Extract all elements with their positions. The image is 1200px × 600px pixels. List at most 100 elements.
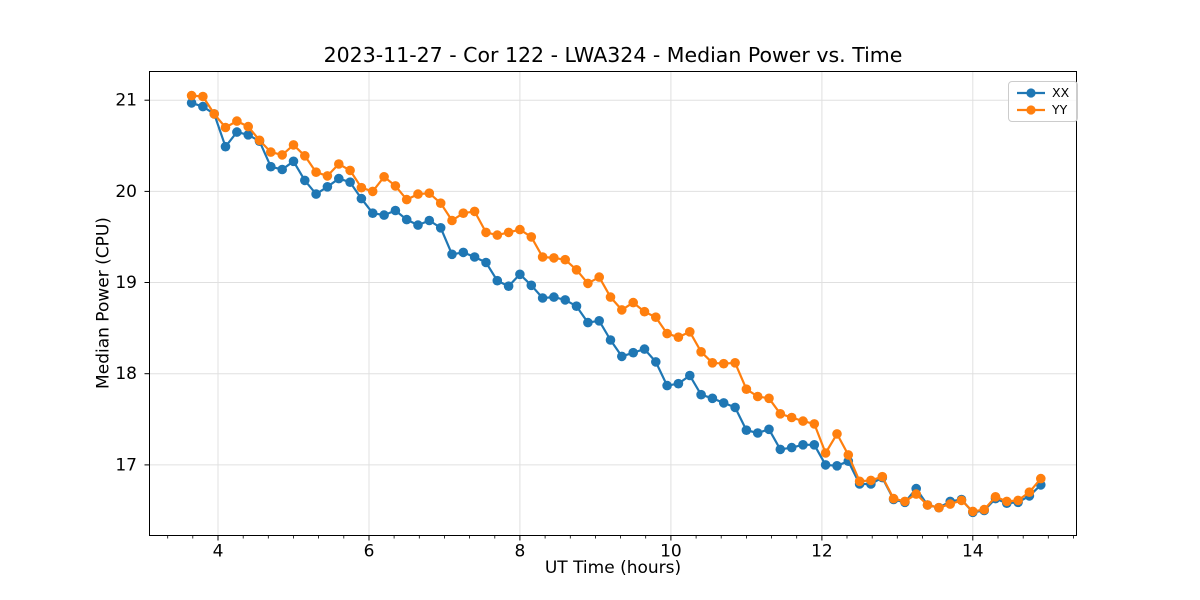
- y-tick-label: 17: [115, 455, 137, 475]
- data-point-yy: [605, 292, 616, 302]
- y-axis-label: Median Power (CPU): [93, 217, 114, 389]
- data-point-xx: [832, 461, 842, 471]
- legend-label-yy: YY: [1052, 101, 1068, 117]
- series-line-xx: [190, 101, 1042, 514]
- data-point-yy: [990, 492, 1001, 502]
- legend-label-xx: XX: [1052, 85, 1070, 100]
- data-point-yy: [843, 450, 854, 460]
- data-point-yy: [549, 253, 559, 263]
- data-point-yy: [583, 278, 593, 289]
- x-tick-label: 4: [213, 542, 224, 562]
- data-point-xx: [503, 281, 514, 291]
- chart-title: 2023-11-27 - Cor 122 - LWA324 - Median P…: [323, 43, 903, 67]
- data-point-xx: [356, 193, 367, 204]
- data-point-yy: [300, 151, 310, 161]
- data-point-xx: [730, 402, 740, 413]
- data-point-yy: [503, 227, 514, 238]
- data-point-yy: [526, 232, 537, 242]
- x-tick-label: 6: [364, 542, 375, 562]
- data-point-yy: [345, 165, 355, 176]
- x-tick-label: 12: [811, 542, 833, 562]
- data-point-yy: [537, 252, 548, 262]
- data-point-xx: [651, 357, 661, 367]
- data-point-xx: [390, 205, 401, 216]
- data-point-xx: [469, 252, 480, 262]
- data-point-yy: [877, 471, 888, 482]
- data-point-yy: [390, 181, 401, 191]
- data-point-yy: [673, 332, 684, 343]
- data-point-xx: [707, 393, 718, 404]
- data-point-xx: [311, 189, 321, 199]
- data-point-yy: [356, 182, 367, 193]
- data-point-yy: [741, 384, 752, 395]
- data-point-xx: [458, 247, 469, 258]
- data-point-xx: [345, 177, 355, 187]
- data-point-xx: [277, 164, 287, 175]
- data-point-xx: [401, 214, 412, 225]
- data-point-yy: [413, 189, 423, 199]
- data-point-yy: [435, 198, 446, 208]
- data-point-yy: [198, 91, 208, 102]
- data-point-xx: [288, 156, 299, 167]
- legend-marker-xx: [1017, 88, 1045, 98]
- y-tick-label: 20: [115, 182, 137, 202]
- data-point-yy: [481, 227, 491, 238]
- data-point-xx: [798, 440, 808, 450]
- data-point-yy: [809, 419, 820, 429]
- data-point-yy: [515, 224, 525, 235]
- data-point-xx: [186, 98, 197, 108]
- data-point-xx: [583, 317, 593, 328]
- data-point-xx: [334, 173, 344, 184]
- data-point-xx: [594, 316, 604, 326]
- legend-item: YY: [1016, 101, 1069, 117]
- legend-marker-yy: [1017, 105, 1045, 115]
- data-point-yy: [628, 297, 638, 308]
- data-point-yy: [220, 122, 231, 133]
- data-point-xx: [413, 220, 423, 230]
- data-point-xx: [492, 275, 503, 286]
- data-point-yy: [696, 347, 706, 357]
- data-point-yy: [662, 328, 672, 339]
- data-point-xx: [673, 378, 684, 389]
- data-point-yy: [832, 429, 842, 439]
- data-point-yy: [707, 358, 718, 368]
- data-point-xx: [809, 440, 820, 450]
- data-point-xx: [741, 425, 752, 436]
- data-point-xx: [481, 257, 491, 268]
- data-point-yy: [798, 416, 808, 426]
- data-point-yy: [254, 135, 265, 146]
- data-point-xx: [198, 101, 208, 112]
- data-point-xx: [379, 210, 389, 220]
- data-point-yy: [277, 150, 287, 160]
- data-point-yy: [1002, 496, 1012, 507]
- data-point-yy: [379, 172, 389, 182]
- data-point-yy: [639, 306, 650, 317]
- data-point-yy: [945, 499, 955, 509]
- data-point-yy: [571, 265, 582, 275]
- axes-spine: [149, 71, 1077, 536]
- data-point-yy: [651, 312, 661, 322]
- data-point-yy: [730, 358, 740, 368]
- data-point-yy: [979, 504, 989, 515]
- data-point-xx: [424, 215, 435, 226]
- data-point-yy: [911, 489, 921, 499]
- data-point-xx: [628, 347, 638, 358]
- data-point-yy: [820, 448, 831, 458]
- data-point-yy: [956, 495, 967, 506]
- data-point-xx: [775, 444, 786, 455]
- data-point-yy: [367, 186, 378, 197]
- data-point-xx: [537, 293, 548, 303]
- data-point-xx: [820, 460, 831, 470]
- data-point-xx: [447, 249, 457, 260]
- data-point-yy: [560, 254, 570, 265]
- data-point-yy: [232, 116, 242, 126]
- data-point-yy: [888, 493, 899, 504]
- data-point-xx: [764, 424, 774, 435]
- data-point-yy: [424, 188, 435, 198]
- data-point-xx: [243, 130, 253, 140]
- data-point-yy: [718, 358, 729, 369]
- data-point-yy: [854, 476, 865, 487]
- data-point-xx: [560, 295, 570, 305]
- data-point-yy: [764, 393, 774, 404]
